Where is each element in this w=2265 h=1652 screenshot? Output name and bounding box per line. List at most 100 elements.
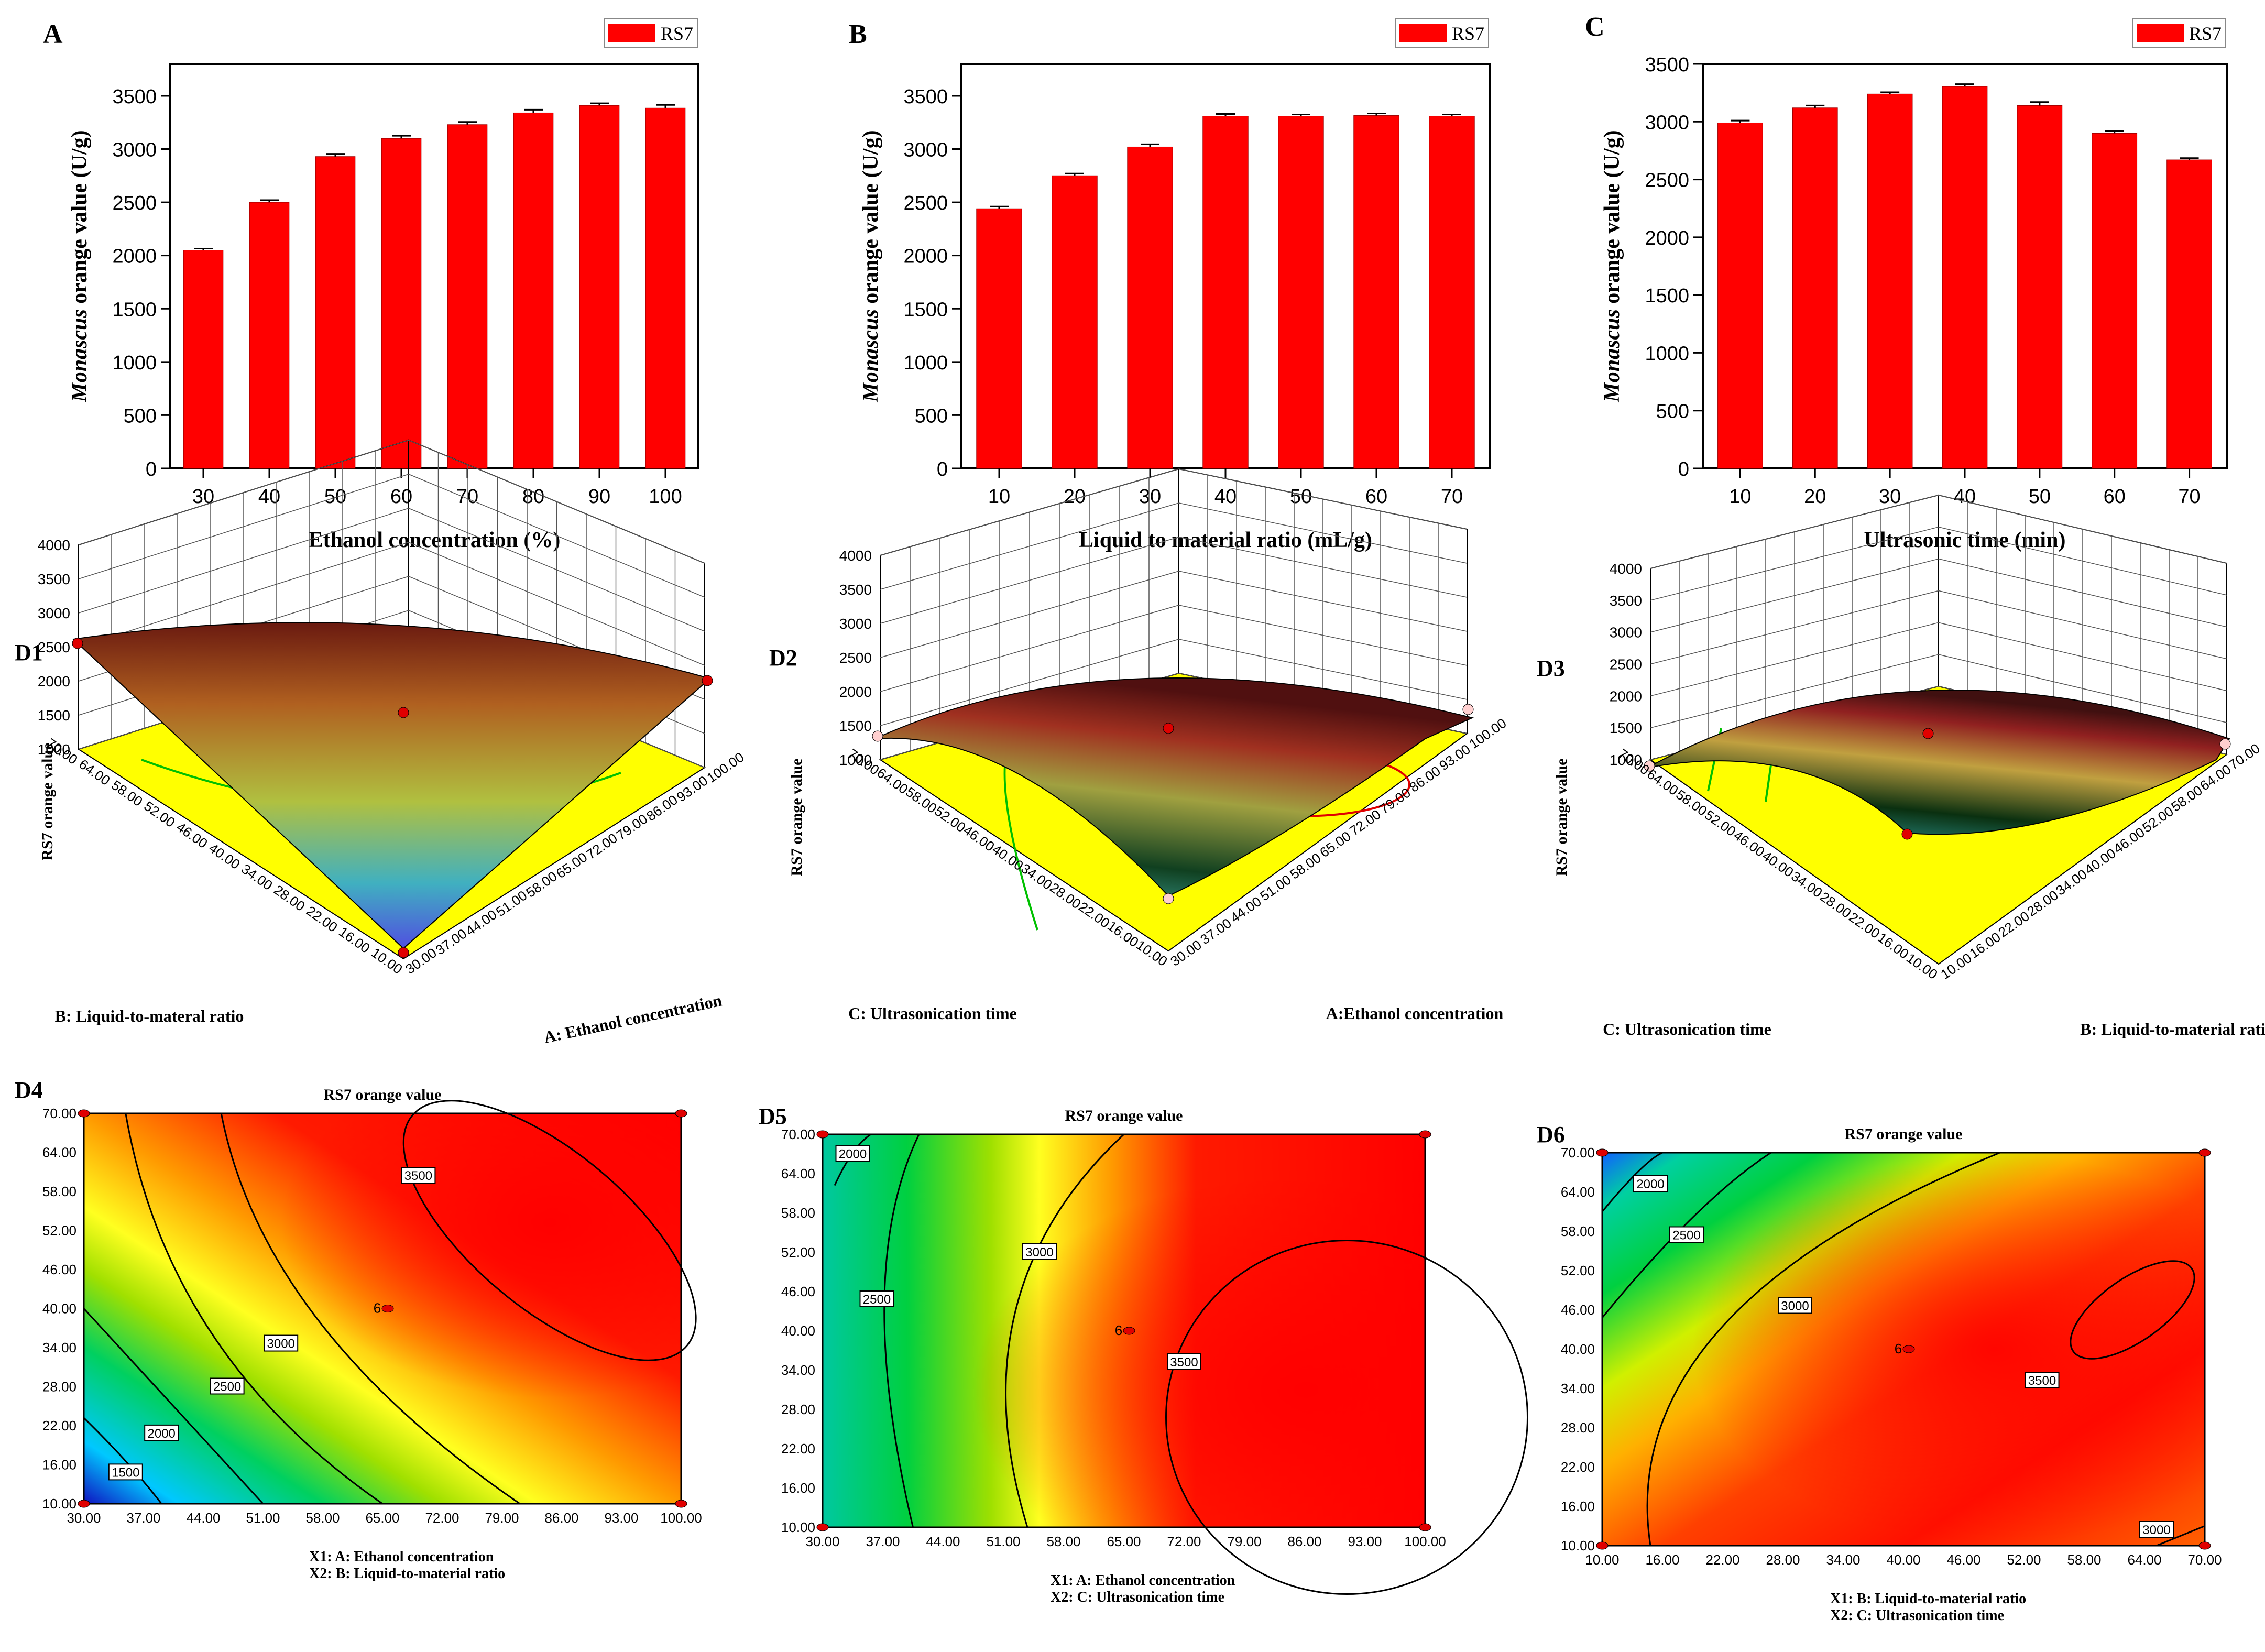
z-axis-label: RS7 orange value — [39, 743, 56, 861]
design-point — [2219, 738, 2231, 750]
bar-10 — [976, 208, 1022, 469]
z-tick-label: 3000 — [38, 605, 70, 621]
wall-grid — [1650, 654, 1939, 728]
y-tick-label: 16.00 — [1561, 1498, 1595, 1514]
x-tick-label: 10 — [988, 486, 1010, 508]
plot-title: RS7 orange value — [1845, 1125, 1963, 1143]
contour-label-box — [1778, 1297, 1812, 1314]
contour-line-3500 — [1165, 1240, 1528, 1595]
y-tick-label: 46.00 — [42, 1262, 76, 1277]
contour-label: 3000 — [267, 1337, 295, 1351]
legend-swatch — [2137, 24, 2184, 42]
design-point — [675, 1500, 687, 1508]
design-point — [2198, 1148, 2211, 1157]
design-point — [2198, 1541, 2211, 1550]
y-tick-label: 2000 — [1645, 227, 1689, 249]
contour-label-box — [144, 1424, 179, 1441]
z-tick-label: 3500 — [839, 582, 872, 598]
design-point — [1462, 704, 1474, 715]
design-point — [816, 1130, 829, 1139]
response-surface — [874, 677, 1474, 897]
y-tick-label: 2000 — [112, 246, 157, 268]
contour-label: 3000 — [2142, 1523, 2170, 1537]
x-tick-label: 70 — [1441, 486, 1463, 508]
axis-caption-x2: X2: C: Ultrasonication time — [1830, 1607, 2004, 1624]
contour-line — [220, 1113, 521, 1505]
z-tick-label: 2000 — [38, 673, 70, 690]
contour-label-box — [1167, 1353, 1201, 1370]
x-tick-label: 51.00 — [246, 1510, 280, 1526]
design-point — [1163, 893, 1174, 904]
z-axis-label: RS7 orange value — [788, 759, 805, 877]
axis-caption-x2: X2: C: Ultrasonication time — [1051, 1589, 1224, 1605]
z-tick-label: 1000 — [839, 752, 872, 768]
y-tick-label: 2500 — [112, 192, 157, 214]
x-tick-label: 44.00 — [186, 1510, 220, 1526]
y-tick-label: 1500 — [1645, 285, 1689, 307]
wall-grid — [78, 440, 409, 545]
y-tick-label: 3500 — [903, 86, 948, 108]
x-tick-label: 100.00 — [704, 749, 747, 786]
z-tick-label: 2000 — [1610, 688, 1642, 704]
y-tick-label: 70.00 — [1615, 746, 1653, 778]
y-tick-label: 58.00 — [42, 1184, 76, 1199]
contour-label: 2500 — [1672, 1229, 1700, 1243]
bar-40 — [249, 202, 290, 469]
wall-grid — [1178, 502, 1468, 564]
contour-line — [83, 1308, 264, 1505]
y-tick-label: 2500 — [903, 192, 948, 214]
z-axis-label: RS7 orange value — [1553, 759, 1570, 877]
y-tick-label: 28.00 — [781, 1402, 815, 1417]
y-axis-label: Monascus orange value (U/g) — [68, 130, 92, 402]
panel-letter-d2: D2 — [769, 645, 797, 671]
y-tick-label: 0 — [1678, 458, 1689, 480]
contour-line — [1005, 1133, 1125, 1528]
plot-frame — [169, 63, 699, 469]
contour-line — [2156, 1525, 2205, 1547]
x-tick-label: 10.00 — [1585, 1552, 1619, 1568]
bar-50 — [1278, 116, 1324, 469]
z-tick-label: 4000 — [1610, 561, 1642, 577]
y-tick-label: 40.00 — [1561, 1341, 1595, 1357]
contour-label: 2000 — [148, 1427, 176, 1441]
design-point — [78, 1500, 90, 1508]
x-tick-label: 50 — [324, 486, 346, 508]
contour-label: 3000 — [1025, 1245, 1053, 1260]
z-tick-label: 4000 — [38, 537, 70, 553]
y-tick-label: 10.00 — [42, 1496, 76, 1512]
z-tick-label: 2000 — [839, 684, 872, 700]
z-tick-label: 3000 — [1610, 625, 1642, 641]
x-tick-label: 86.00 — [544, 1510, 578, 1526]
y-tick-label: 1000 — [1645, 343, 1689, 365]
contour-label-box — [2025, 1372, 2060, 1388]
bar-60 — [1353, 115, 1399, 469]
wall-grid — [1178, 571, 1468, 632]
wall-grid — [880, 502, 1179, 590]
contour-label: 3500 — [2028, 1374, 2056, 1388]
design-point — [1596, 1148, 1609, 1157]
x-tick-label: 93.00 — [1348, 1534, 1382, 1549]
center-point — [381, 1305, 394, 1312]
legend: RS7 — [604, 18, 698, 48]
y-tick-label: 64.00 — [42, 1145, 76, 1161]
contour-line — [1601, 1152, 1663, 1212]
wall-grid — [1178, 468, 1468, 530]
wall-grid — [1650, 622, 1939, 697]
panel-letter-c: C — [1585, 12, 1605, 42]
x-tick-label: 86.00 — [1287, 1534, 1321, 1549]
wall-grid — [1938, 558, 2227, 628]
contour-label: 3500 — [404, 1169, 432, 1183]
axis-caption-x1: X1: B: Liquid-to-material ratio — [1830, 1591, 2026, 1607]
contour-line — [1601, 1152, 1771, 1318]
z-tick-label: 4000 — [839, 548, 872, 564]
y-tick-label: 52.00 — [42, 1223, 76, 1239]
y-tick-label: 64.00 — [1561, 1184, 1595, 1200]
design-point — [398, 707, 409, 718]
legend: RS7 — [2132, 18, 2226, 48]
x-tick-label: 58.00 — [1046, 1534, 1080, 1549]
response-surface — [1647, 690, 2230, 835]
axis-caption-x1: X1: A: Ethanol concentration — [309, 1549, 494, 1565]
x-axis-label: Ultrasonic time (min) — [1864, 528, 2066, 552]
